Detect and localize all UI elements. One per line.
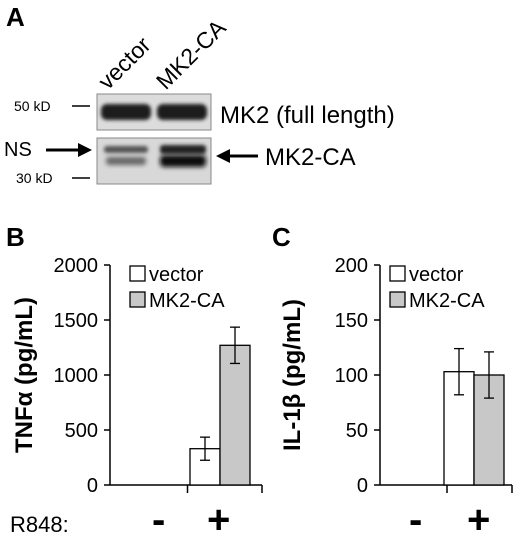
il1b-y-tick-label-3: 150 [335,310,368,332]
panel-b-letter: B [6,222,25,252]
band-top-vector [101,104,151,120]
tnf-y-tick-label-1: 500 [65,420,98,442]
il1b-y-tick-label-0: 0 [357,475,368,497]
panel-c-letter: C [272,222,291,252]
tnf-legend-label-0: vector [149,264,204,286]
blot-label-full-length: MK2 (full length) [220,102,395,129]
tnf-legend-swatch-1 [129,291,146,308]
il1b-y-tick-label-2: 100 [335,365,368,387]
treatment-sign-b-neg: - [152,498,166,542]
band-bottom-mk2ca-1 [160,145,206,154]
il1b-y-tick-label-4: 200 [335,255,368,277]
mk2ca-arrow-head [216,149,230,163]
tnf-legend-swatch-0 [129,265,146,282]
il1b-legend-label-0: vector [409,264,464,286]
band-top-mk2ca [157,104,207,120]
treatment-sign-c-pos: + [467,498,491,542]
tnf-y-axis-label: TNFα (pg/mL) [11,297,38,453]
il1b-y-tick-label-1: 50 [346,420,368,442]
tnf-y-tick-label-2: 1000 [54,365,99,387]
panel-a-letter: A [6,2,25,32]
western-blot [46,93,258,185]
band-bottom-vector-2 [106,157,146,165]
ns-arrow-head [78,143,92,157]
tnf-bar-mk2ca-1 [219,344,251,486]
treatment-sign-c-neg: - [409,498,423,542]
tnf-y-tick-label-0: 0 [87,475,98,497]
il1b-legend-swatch-1 [389,291,406,308]
blot-label-mk2ca: MK2-CA [265,144,356,171]
r848-label: R848: [10,512,69,537]
il1b-y-axis-label: IL-1β (pg/mL) [279,299,306,451]
treatment-sign-b-pos: + [207,498,231,542]
il1b-legend-swatch-0 [389,265,406,282]
ns-label: NS [4,139,32,161]
tnf-y-tick-label-3: 1500 [54,310,99,332]
tnf-y-tick-label-4: 2000 [54,255,99,277]
band-bottom-vector-1 [104,146,148,153]
marker-50kd: 50 kD [14,98,51,114]
tnf-legend-label-1: MK2-CA [149,290,225,312]
il1b-legend-label-1: MK2-CA [409,290,485,312]
marker-30kd: 30 kD [16,170,53,186]
band-bottom-mk2ca-2 [160,155,206,167]
